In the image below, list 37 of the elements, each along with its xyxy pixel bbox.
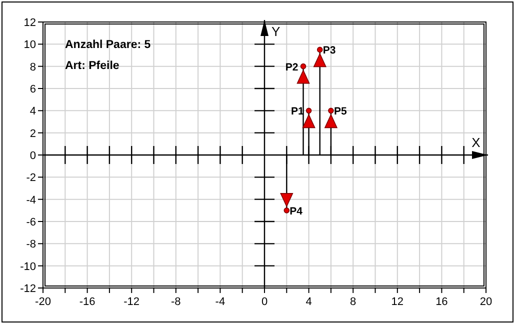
y-tick-label: 10 bbox=[24, 39, 36, 52]
annotation: P3 bbox=[322, 44, 336, 57]
y-tick-label: -12 bbox=[20, 283, 36, 295]
y-tick-label: 8 bbox=[30, 61, 36, 74]
x-tick-label: 16 bbox=[436, 296, 448, 308]
point bbox=[306, 108, 312, 114]
y-tick-label: 0 bbox=[30, 150, 36, 162]
y-tick-label: -4 bbox=[26, 194, 36, 206]
x-tick-label: 0 bbox=[261, 296, 268, 308]
x-tick-label: -16 bbox=[79, 296, 96, 308]
annotation: Art: Pfeile bbox=[65, 60, 120, 72]
x-tick-label: 4 bbox=[306, 296, 312, 308]
x-tick-label: 20 bbox=[480, 296, 492, 308]
y-tick-label: -8 bbox=[26, 238, 36, 251]
y-tick-label: 12 bbox=[24, 17, 36, 29]
y-axis-title: Y bbox=[272, 24, 280, 39]
point bbox=[300, 63, 306, 70]
x-tick-label: 12 bbox=[391, 296, 404, 308]
x-axis-title: X bbox=[472, 135, 481, 150]
y-tick-label: -10 bbox=[20, 260, 36, 273]
annotation: P4 bbox=[290, 205, 303, 218]
point bbox=[316, 46, 323, 53]
annotation: P2 bbox=[285, 61, 298, 74]
y-tick-label: 2 bbox=[30, 128, 36, 140]
x-tick-label: 8 bbox=[350, 296, 356, 308]
y-tick-label: 4 bbox=[30, 106, 36, 118]
x-tick-label: -8 bbox=[171, 296, 181, 308]
point bbox=[328, 108, 334, 114]
annotation: Anzahl Paare: 5 bbox=[65, 39, 152, 51]
x-tick-label: -12 bbox=[124, 296, 140, 308]
x-tick-label: -20 bbox=[35, 296, 51, 308]
x-tick-label: -4 bbox=[215, 296, 226, 308]
annotation: P5 bbox=[334, 106, 347, 118]
y-tick-label: 6 bbox=[30, 84, 36, 96]
y-tick-label: -2 bbox=[26, 172, 36, 184]
y-tick-label: -6 bbox=[26, 216, 36, 228]
point bbox=[284, 208, 290, 214]
